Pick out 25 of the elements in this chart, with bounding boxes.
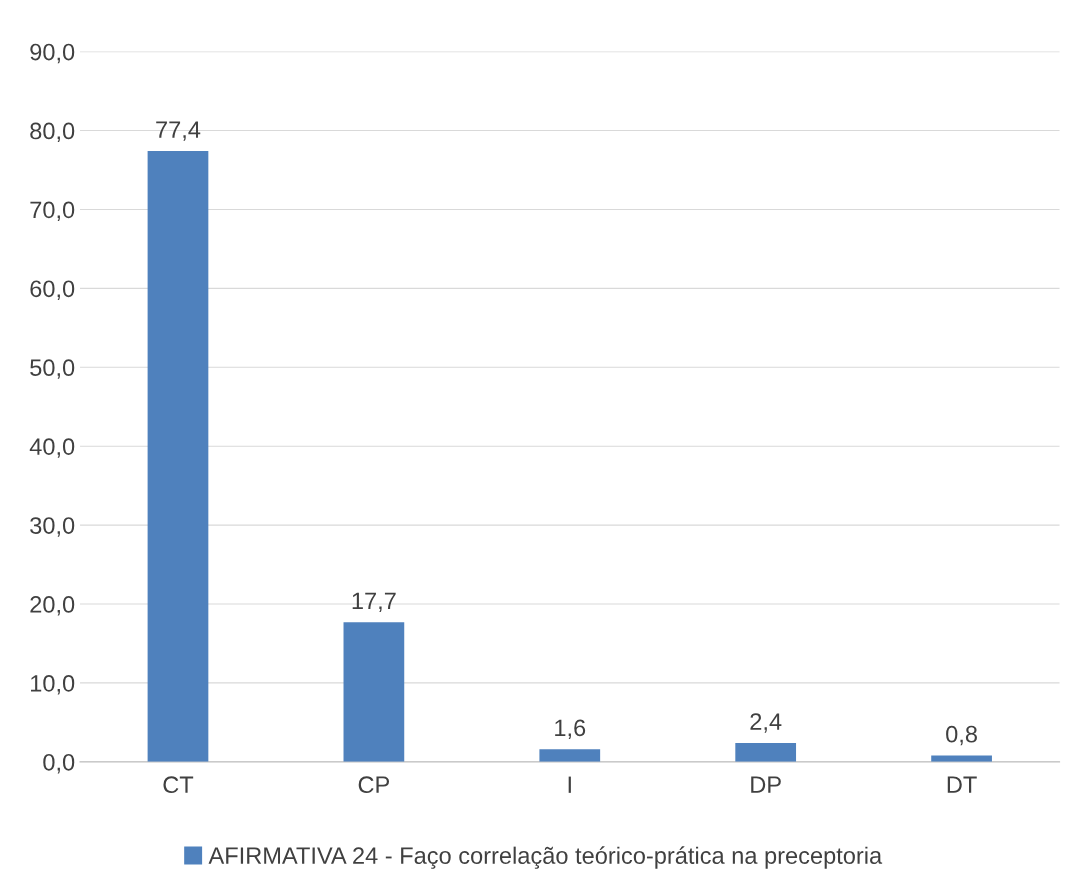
data-label: 1,6 [555,719,586,739]
y-tick-label: 80,0 [30,122,75,143]
data-label: 17,7 [352,592,396,612]
y-tick-label: 20,0 [30,596,75,616]
y-tick-label: 10,0 [31,674,75,695]
y-tick-label: 90,0 [30,43,75,64]
y-tick-label: 60,0 [30,280,75,300]
y-tick-label: 40,0 [29,438,75,458]
x-tick-label: DP [751,776,781,793]
bar [343,622,405,762]
bar [539,749,601,762]
data-label: 0,8 [946,725,977,746]
y-tick-label: 50,0 [30,359,75,379]
legend-label: AFIRMATIVA 24 - Faço correlação teórico-prática na preceptoria [208,846,883,869]
bar [735,742,797,762]
y-tick-label: 30,0 [30,517,75,537]
x-tick-label: CT [163,776,194,794]
y-tick-label: 70,0 [30,201,75,222]
data-label: 2,4 [750,713,782,733]
x-tick-label: DT [947,776,977,793]
x-tick-label: I [568,776,571,793]
data-label: 77,4 [156,121,201,141]
x-tick-label: CP [358,776,390,794]
y-tick-label: 0,0 [43,753,75,774]
bar [147,151,209,762]
